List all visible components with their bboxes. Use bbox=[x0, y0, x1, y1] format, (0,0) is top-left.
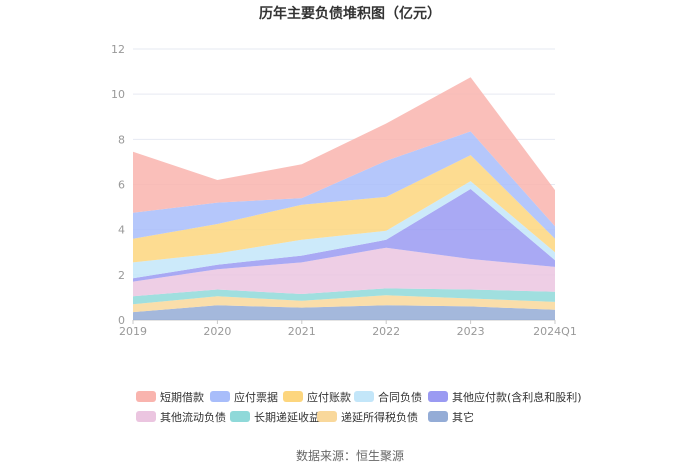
legend-swatch bbox=[210, 391, 230, 402]
y-tick-label: 8 bbox=[118, 133, 125, 146]
y-tick-label: 4 bbox=[118, 224, 125, 237]
legend-label: 合同负债 bbox=[378, 390, 422, 404]
legend-label: 短期借款 bbox=[160, 390, 204, 404]
area-series-递延所得税负债 bbox=[133, 295, 555, 313]
legend: 短期借款 应付票据 应付账款 合同负债 其他应付款(含利息和股利) 其他流动负债 长期递延收… bbox=[136, 390, 582, 424]
area-series-合同负债 bbox=[133, 181, 555, 279]
area-series-其它 bbox=[133, 305, 555, 320]
chart-title: 历年主要负债堆积图（亿元） bbox=[259, 5, 441, 22]
y-axis: 0 2 4 6 8 10 12 bbox=[111, 43, 125, 327]
area-series-其他流动负债 bbox=[133, 247, 555, 297]
area-series-应付票据 bbox=[133, 131, 555, 239]
legend-label: 应付账款 bbox=[307, 390, 351, 404]
x-tick-label: 2023 bbox=[457, 325, 485, 338]
legend-swatch bbox=[230, 411, 250, 422]
legend-label: 其他应付款(含利息和股利) bbox=[452, 390, 582, 404]
y-tick-label: 0 bbox=[118, 314, 125, 327]
source-note: 数据来源：恒生聚源 bbox=[296, 448, 404, 463]
y-tick-label: 12 bbox=[111, 43, 125, 56]
area-series-短期借款 bbox=[133, 77, 555, 227]
area-series-应付账款 bbox=[133, 155, 555, 263]
x-tick-label: 2020 bbox=[203, 325, 231, 338]
x-tick-label: 2019 bbox=[119, 325, 147, 338]
legend-swatch bbox=[283, 391, 303, 402]
legend-swatch bbox=[354, 391, 374, 402]
legend-swatch bbox=[136, 391, 156, 402]
legend-swatch bbox=[428, 411, 448, 422]
area-series-长期递延收益 bbox=[133, 288, 555, 305]
legend-label: 应付票据 bbox=[234, 390, 278, 404]
x-tick-label: 2021 bbox=[288, 325, 316, 338]
legend-swatch bbox=[317, 411, 337, 422]
legend-label: 长期递延收益 bbox=[254, 410, 320, 424]
area-series bbox=[133, 77, 555, 320]
legend-label: 其他流动负债 bbox=[160, 410, 226, 424]
y-tick-label: 10 bbox=[111, 88, 125, 101]
legend-label: 递延所得税负债 bbox=[341, 410, 418, 424]
y-tick-label: 2 bbox=[118, 269, 125, 282]
legend-swatch bbox=[428, 391, 448, 402]
y-tick-label: 6 bbox=[118, 179, 125, 192]
x-axis: 2019 2020 2021 2022 2023 2024Q1 bbox=[119, 320, 577, 338]
legend-label: 其它 bbox=[452, 410, 474, 424]
legend-swatch bbox=[136, 411, 156, 422]
area-series-其他应付款(含利息和股利) bbox=[133, 189, 555, 282]
x-tick-label: 2022 bbox=[372, 325, 400, 338]
x-tick-label: 2024Q1 bbox=[533, 325, 577, 338]
